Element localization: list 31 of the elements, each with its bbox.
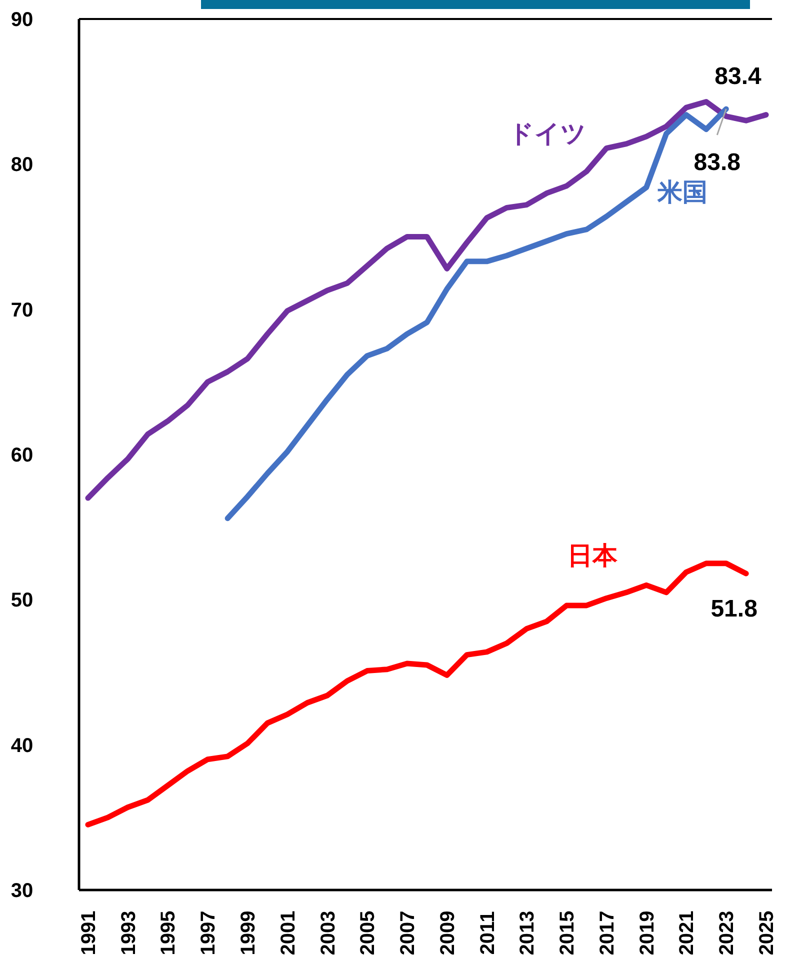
y-tick-label: 70 — [10, 299, 34, 322]
x-tick-label: 2023 — [716, 910, 738, 956]
x-tick-label: 2005 — [357, 910, 380, 956]
series-label: 米国 — [656, 178, 708, 207]
x-tick-label: 2019 — [636, 910, 658, 956]
y-tick-label: 60 — [10, 444, 34, 466]
y-tick-label: 30 — [10, 880, 34, 902]
x-tick-label: 1999 — [238, 910, 260, 956]
x-tick-label: 2025 — [756, 910, 778, 956]
y-tick-label: 50 — [10, 590, 34, 612]
series-label: ドイツ — [508, 120, 587, 148]
annotation: 83.8 — [694, 149, 740, 176]
x-tick-label: 2013 — [516, 910, 539, 956]
annotation: 83.4 — [714, 62, 762, 90]
x-tick-label: 1995 — [158, 910, 180, 956]
x-tick-label: 2007 — [397, 910, 420, 956]
annotation: 51.8 — [710, 596, 758, 623]
x-tick-label: 2015 — [556, 910, 579, 956]
series-label: 日本 — [567, 542, 618, 570]
x-tick-label: 2003 — [317, 910, 340, 956]
x-tick-label: 2009 — [436, 910, 459, 956]
x-tick-label: 2011 — [476, 911, 499, 955]
y-tick-label: 40 — [10, 734, 34, 757]
x-tick-label: 1993 — [118, 910, 140, 956]
x-tick-label: 2001 — [277, 910, 300, 956]
y-tick-label: 90 — [10, 9, 34, 31]
x-tick-label: 2017 — [596, 910, 618, 956]
y-tick-label: 80 — [10, 154, 34, 176]
x-tick-label: 1997 — [198, 910, 220, 956]
x-tick-label: 1991 — [78, 910, 100, 956]
x-tick-label: 2021 — [676, 910, 698, 956]
